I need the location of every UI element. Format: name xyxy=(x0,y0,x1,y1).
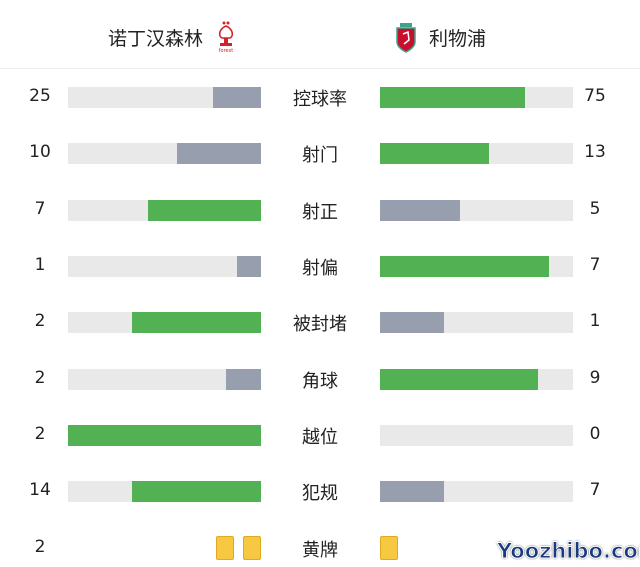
home-value: 2 xyxy=(34,367,46,388)
home-value: 1 xyxy=(34,254,46,275)
stat-row: 2 被封堵 1 xyxy=(0,311,640,336)
away-value: 0 xyxy=(589,423,601,444)
away-team-name: 利物浦 xyxy=(429,27,487,50)
stat-row: 7 射正 5 xyxy=(0,198,640,223)
away-bar-fill xyxy=(380,87,525,108)
stat-label: 越位 xyxy=(302,426,338,448)
away-bar-fill xyxy=(380,143,490,165)
stat-row: 10 射门 13 xyxy=(0,142,640,167)
home-bar-track xyxy=(68,481,261,503)
home-value: 25 xyxy=(29,86,51,106)
stat-label: 被封堵 xyxy=(293,314,347,336)
svg-text:forest: forest xyxy=(219,48,233,54)
home-bar-fill xyxy=(225,368,261,390)
home-bar-track xyxy=(68,312,261,334)
away-team: 利物浦 xyxy=(393,20,486,54)
away-value: 75 xyxy=(584,86,606,106)
away-bar-fill xyxy=(380,312,445,334)
away-bar-track xyxy=(380,424,573,446)
stat-row: 1 射偏 7 xyxy=(0,254,640,279)
home-bar-fill xyxy=(68,424,261,446)
away-bar-fill xyxy=(380,199,461,221)
home-bar-track xyxy=(68,424,261,446)
away-value: 1 xyxy=(589,311,601,332)
home-value: 7 xyxy=(34,198,46,219)
stat-row: 14 犯规 7 xyxy=(0,480,640,505)
stat-label: 射门 xyxy=(302,145,338,167)
away-value: 5 xyxy=(589,198,601,219)
watermark: Yoozhibo.com xyxy=(497,539,640,564)
home-value: 14 xyxy=(29,480,51,501)
away-bar-track xyxy=(380,199,573,221)
liverpool-crest-icon xyxy=(396,23,416,53)
home-team: 诺丁汉森林 forest xyxy=(108,20,239,54)
home-value: 2 xyxy=(34,423,46,444)
away-bar-track xyxy=(380,255,573,277)
stat-label: 黄牌 xyxy=(302,540,338,561)
stat-label: 射正 xyxy=(302,201,338,223)
away-bar-track xyxy=(380,481,573,503)
home-team-name: 诺丁汉森林 xyxy=(108,27,204,50)
away-bar-track xyxy=(380,87,573,108)
home-bar-track xyxy=(68,87,261,108)
away-value: 9 xyxy=(589,367,601,388)
away-bar-track xyxy=(380,368,573,390)
home-bar-fill xyxy=(132,481,261,503)
stat-label: 角球 xyxy=(302,370,338,392)
away-value: 13 xyxy=(584,142,606,163)
yellow-card-icon xyxy=(380,536,398,560)
stat-label: 控球率 xyxy=(293,89,347,110)
stat-label: 犯规 xyxy=(302,483,338,505)
match-header: 诺丁汉森林 forest 利物浦 xyxy=(0,0,640,69)
home-value: 2 xyxy=(34,311,46,332)
home-bar-track xyxy=(68,199,261,221)
stat-row: 2 越位 0 xyxy=(0,423,640,448)
home-value: 2 xyxy=(34,537,46,557)
yellow-card-icon xyxy=(216,536,234,560)
away-bar-fill xyxy=(380,368,538,390)
away-bar-fill xyxy=(380,481,445,503)
home-bar-track xyxy=(68,255,261,277)
home-bar-fill xyxy=(148,199,261,221)
stat-label: 射偏 xyxy=(302,257,338,279)
stat-row: 2 角球 9 xyxy=(0,367,640,392)
stat-row: 25 控球率 75 xyxy=(0,86,640,110)
nottingham-forest-crest-icon: forest xyxy=(219,21,233,54)
home-bar-track xyxy=(68,368,261,390)
home-bar-fill xyxy=(177,143,261,165)
away-value: 7 xyxy=(589,480,601,501)
stat-row-yellow-cards: 2 黄牌 xyxy=(0,536,640,561)
away-bar-track xyxy=(380,312,573,334)
away-bar-fill xyxy=(380,255,549,277)
home-bar-fill xyxy=(212,87,261,108)
home-bar-fill xyxy=(132,312,261,334)
yellow-card-icon xyxy=(243,536,261,560)
away-bar-track xyxy=(380,143,573,165)
home-value: 10 xyxy=(29,142,51,163)
home-bar-track xyxy=(68,143,261,165)
home-bar-fill xyxy=(236,255,261,277)
away-value: 7 xyxy=(589,254,601,275)
